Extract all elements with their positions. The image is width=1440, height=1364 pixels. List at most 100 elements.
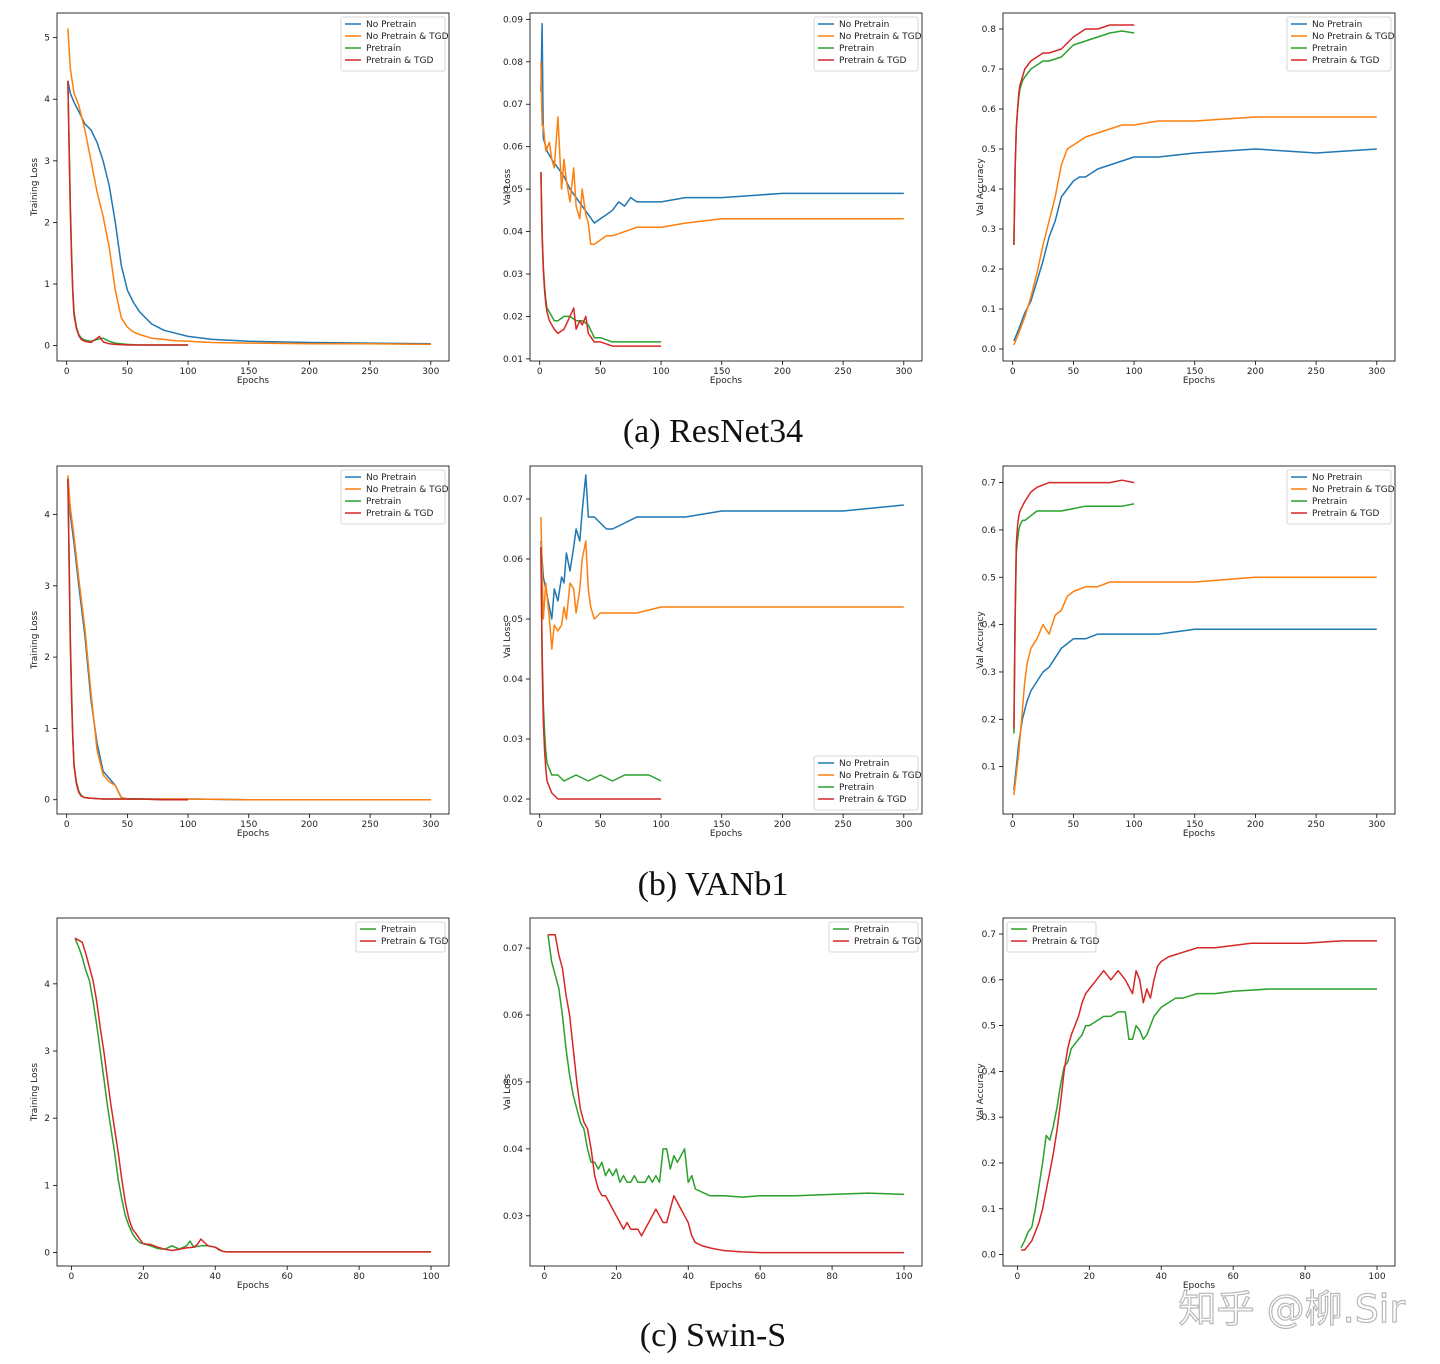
legend-label: Pretrain & TGD [1312,56,1379,66]
y-tick-label: 3 [44,582,50,592]
series-group [1020,940,1377,1251]
watermark: 知乎 @柳.Sir [1179,1287,1406,1331]
x-tick-label: 100 [895,1272,912,1282]
x-tick-label: 20 [611,1272,623,1282]
x-tick-label: 300 [422,367,439,377]
x-tick-label: 150 [713,820,730,830]
x-tick-label: 250 [835,820,852,830]
y-tick-label: 0 [44,1249,50,1259]
legend-label: Pretrain [839,44,874,54]
legend-label: Pretrain [854,925,889,935]
y-tick-label: 0.07 [503,495,523,505]
series-line-pretrain-tgd [540,172,662,347]
x-tick-label: 80 [1299,1272,1311,1282]
legend: No Pretrain No Pretrain & TGD Pretrain Pret… [1286,469,1395,525]
y-axis-label: Val Accuracy [976,1063,986,1121]
x-tick-label: 150 [1186,820,1203,830]
y-tick-label: 1 [44,280,50,290]
x-axis-label: Epochs [1183,1281,1216,1291]
x-axis-label: Epochs [1183,829,1216,839]
y-tick-label: 0.07 [503,944,523,954]
y-tick-label: 0.3 [982,1113,996,1123]
legend-label: No Pretrain [1312,473,1362,483]
series-group [1013,24,1377,346]
legend-box [828,921,919,953]
series-line-pretrain-tgd [1021,940,1377,1251]
y-tick-label: 0.02 [503,312,523,322]
x-tick-label: 100 [1125,367,1142,377]
y-tick-label: 0.6 [982,976,997,986]
x-tick-label: 100 [422,1272,439,1282]
y-tick-label: 0.4 [982,1067,997,1077]
legend: No Pretrain No Pretrain & TGD Pretrain Pret… [813,755,922,811]
y-tick-label: 0.1 [982,1205,996,1215]
y-tick-label: 0.05 [503,1078,523,1088]
y-tick-label: 0.6 [982,526,997,536]
chart-7: 0 20 40 60 80 100 0.03 0.04 0.05 0.06 0.07 Epochs Va… [503,917,923,1291]
y-axis-label: Training Loss [30,611,40,670]
y-tick-label: 2 [44,1114,50,1124]
y-tick-label: 0.03 [503,1212,523,1222]
chart-2: 0 50 100 150 200 250 300 0.0 0.1 0.2 0.3 0.4 0.5 0.6 0… [976,12,1396,386]
x-tick-label: 40 [1156,1272,1168,1282]
x-axis-label: Epochs [710,829,743,839]
x-tick-label: 100 [1368,1272,1385,1282]
x-tick-label: 50 [1068,820,1080,830]
y-tick-label: 2 [44,218,50,228]
legend-label: Pretrain & TGD [839,795,906,805]
series-line-no-pretrain-tgd [540,516,904,650]
y-tick-label: 0.2 [982,715,996,725]
y-tick-label: 0.05 [503,185,523,195]
y-axis-label: Val Accuracy [976,158,986,216]
series-group [67,475,431,801]
y-tick-label: 0.04 [503,1145,523,1155]
x-tick-label: 60 [1227,1272,1239,1282]
legend-label: No Pretrain & TGD [1312,485,1395,495]
x-tick-label: 300 [422,820,439,830]
series-line-pretrain [1013,503,1135,734]
x-tick-label: 50 [122,820,134,830]
legend-label: No Pretrain [366,473,416,483]
legend-label: No Pretrain [839,759,889,769]
y-tick-label: 0.08 [503,58,523,68]
plot-frame [529,465,923,815]
series-line-pretrain-tgd [1013,479,1135,729]
x-tick-label: 250 [362,367,379,377]
y-tick-label: 4 [44,510,50,520]
y-tick-label: 5 [44,34,50,44]
series-group [540,22,904,347]
y-axis-label: Val Loss [503,169,513,205]
legend-label: Pretrain & TGD [381,937,448,947]
legend-box [1006,921,1097,953]
series-line-pretrain [540,546,662,782]
y-tick-label: 0.1 [982,305,996,315]
legend: No Pretrain No Pretrain & TGD Pretrain Pret… [340,469,449,525]
x-tick-label: 200 [301,820,318,830]
x-tick-label: 100 [179,820,196,830]
x-tick-label: 150 [240,820,257,830]
legend-box [355,921,446,953]
y-tick-label: 0.03 [503,735,523,745]
legend-label: Pretrain & TGD [854,937,921,947]
x-axis-label: Epochs [710,376,743,386]
legend-label: No Pretrain [366,20,416,30]
series-line-no-pretrain-tgd [540,61,904,246]
y-tick-label: 0.09 [503,15,523,25]
legend-label: Pretrain [1312,497,1347,507]
x-tick-label: 0 [542,1272,548,1282]
x-tick-label: 60 [754,1272,766,1282]
x-axis-label: Epochs [237,829,270,839]
x-tick-label: 0 [537,820,543,830]
x-tick-label: 20 [138,1272,150,1282]
chart-0: 0 50 100 150 200 250 300 0 1 2 3 4 5 Epochs Training L… [30,12,450,386]
x-tick-label: 50 [122,367,134,377]
series-line-no-pretrain-tgd [1013,576,1377,796]
y-tick-label: 0.3 [982,668,996,678]
legend: Pretrain Pretrain & TGD [828,921,921,953]
y-tick-label: 0.04 [503,228,523,238]
legend-box [340,16,446,72]
legend-label: Pretrain [1312,44,1347,54]
y-tick-label: 0.06 [503,555,523,565]
y-tick-label: 0.01 [503,355,523,365]
